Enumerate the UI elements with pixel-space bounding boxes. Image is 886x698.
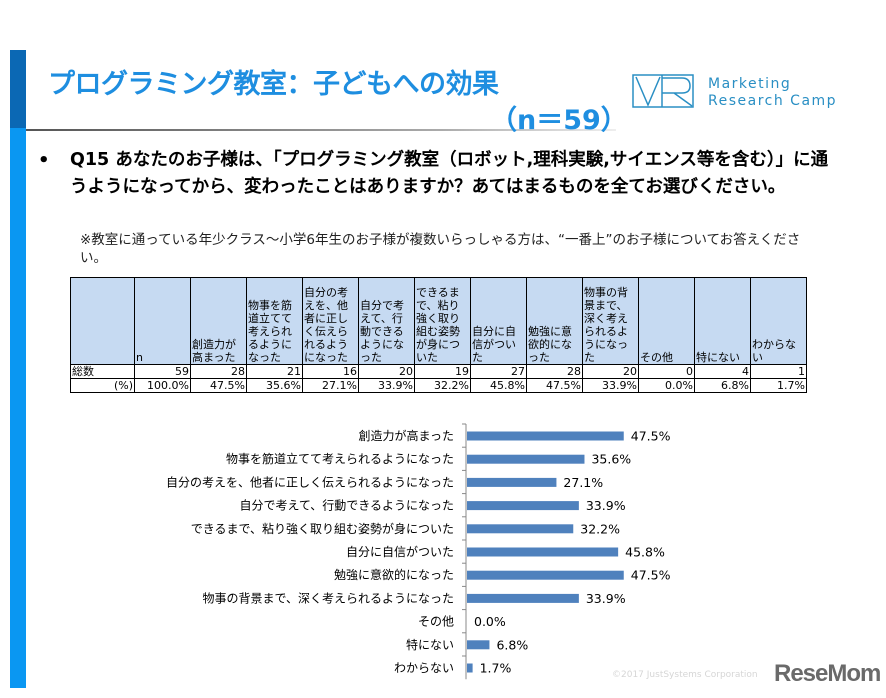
bar — [467, 640, 490, 650]
question-text: Q15 あなたのお子様は、「プログラミング教室（ロボット,理科実験,サイエンス等… — [70, 150, 829, 197]
table-cell: 創造力が高まった — [190, 277, 247, 365]
logo-text: Marketing Research Camp — [708, 76, 837, 110]
table-cell: 27.1% — [302, 378, 359, 393]
category-label: その他 — [418, 615, 454, 629]
mrc-logo — [632, 74, 694, 108]
bar — [467, 431, 624, 441]
data-label: 45.8% — [625, 545, 665, 560]
table-cell: n — [134, 277, 191, 365]
bar — [467, 570, 624, 580]
bar — [467, 454, 585, 464]
table-cell: 物事を筋道立てて考えられるようになった — [246, 277, 303, 365]
data-label: 33.9% — [586, 498, 626, 513]
table-cell: 1.7% — [750, 378, 807, 393]
category-label: 自分の考えを、他者に正しく伝えられるようになった — [166, 475, 454, 489]
category-label: わからない — [394, 661, 454, 675]
accent-bar-top — [10, 50, 26, 128]
category-label: 特にない — [406, 637, 454, 652]
table-cell: 6.8% — [694, 378, 751, 393]
table-cell: 28 — [190, 364, 247, 379]
accent-bar — [10, 128, 26, 688]
data-label: 0.0% — [474, 614, 506, 629]
table-cell: 100.0% — [134, 378, 191, 393]
category-label: 物事を筋道立てて考えられるようになった — [226, 451, 454, 466]
table-cell: わからない — [750, 277, 807, 365]
results-table: n 創造力が高まった 物事を筋道立てて考えられるようになった 自分の考えを、他者に正し… — [70, 277, 807, 393]
title-divider — [26, 129, 616, 131]
data-label: 6.8% — [496, 637, 528, 652]
data-label: 33.9% — [586, 591, 626, 606]
table-cell: 19 — [414, 364, 471, 379]
category-label: できるまで、粘り強く取り組む姿勢が身についた — [191, 521, 454, 536]
table-cell: 33.9% — [358, 378, 415, 393]
data-label: 32.2% — [580, 521, 620, 536]
category-label: 勉強に意欲的になった — [334, 567, 454, 582]
bar — [467, 501, 579, 511]
data-label: 27.1% — [563, 475, 603, 490]
table-cell: 33.9% — [582, 378, 639, 393]
data-label: 47.5% — [631, 568, 671, 583]
table-cell: 特にない — [694, 277, 751, 365]
table-cell: 47.5% — [526, 378, 583, 393]
category-label: 自分で考えて、行動できるようになった — [239, 499, 454, 513]
resemom-watermark: ReseMom — [774, 660, 881, 687]
category-label: 創造力が高まった — [358, 428, 454, 443]
copyright: ©2017 JustSystems Corporation — [612, 670, 758, 680]
bar — [467, 547, 619, 557]
logo-line-2: Research Camp — [708, 93, 838, 109]
table-cell: 47.5% — [190, 378, 247, 393]
data-label: 47.5% — [631, 429, 671, 444]
category-label: 自分に自信がついた — [346, 544, 454, 559]
bar — [467, 477, 557, 487]
table-cell: 35.6% — [246, 378, 303, 393]
bar — [467, 524, 574, 534]
table-row: n 創造力が高まった 物事を筋道立てて考えられるようになった 自分の考えを、他者に正し… — [70, 277, 807, 365]
sample-size: （n＝59） — [490, 105, 628, 136]
category-label: 物事の背景まで、深く考えられるようになった — [202, 591, 454, 605]
bar — [467, 593, 579, 603]
table-cell: 32.2% — [414, 378, 471, 393]
table-cell: 20 — [582, 364, 639, 379]
table-cell: 物事の背景まで、深く考えられるようになった — [582, 277, 639, 365]
table-row: 総数 59 28 21 16 20 19 27 28 20 0 4 1 — [70, 364, 807, 379]
question-note: ※教室に通っている年少クラス～小学6年生のお子様が複数いらっしゃる方は、“一番上… — [80, 232, 801, 266]
bar — [467, 663, 473, 673]
logo-line-1: Marketing — [708, 76, 792, 92]
table-row: (%) 100.0% 47.5% 35.6% 27.1% 33.9% 32.2% 45.8% 4… — [70, 378, 807, 393]
data-label: 35.6% — [591, 452, 631, 467]
table-cell: 自分に自信がついた — [470, 277, 527, 365]
page-title: プログラミング教室：子どもへの効果 — [48, 69, 499, 100]
bullet: • — [38, 150, 50, 171]
table-cell: 16 — [302, 364, 359, 379]
table-cell: その他 — [638, 277, 695, 365]
data-label: 1.7% — [480, 661, 512, 676]
